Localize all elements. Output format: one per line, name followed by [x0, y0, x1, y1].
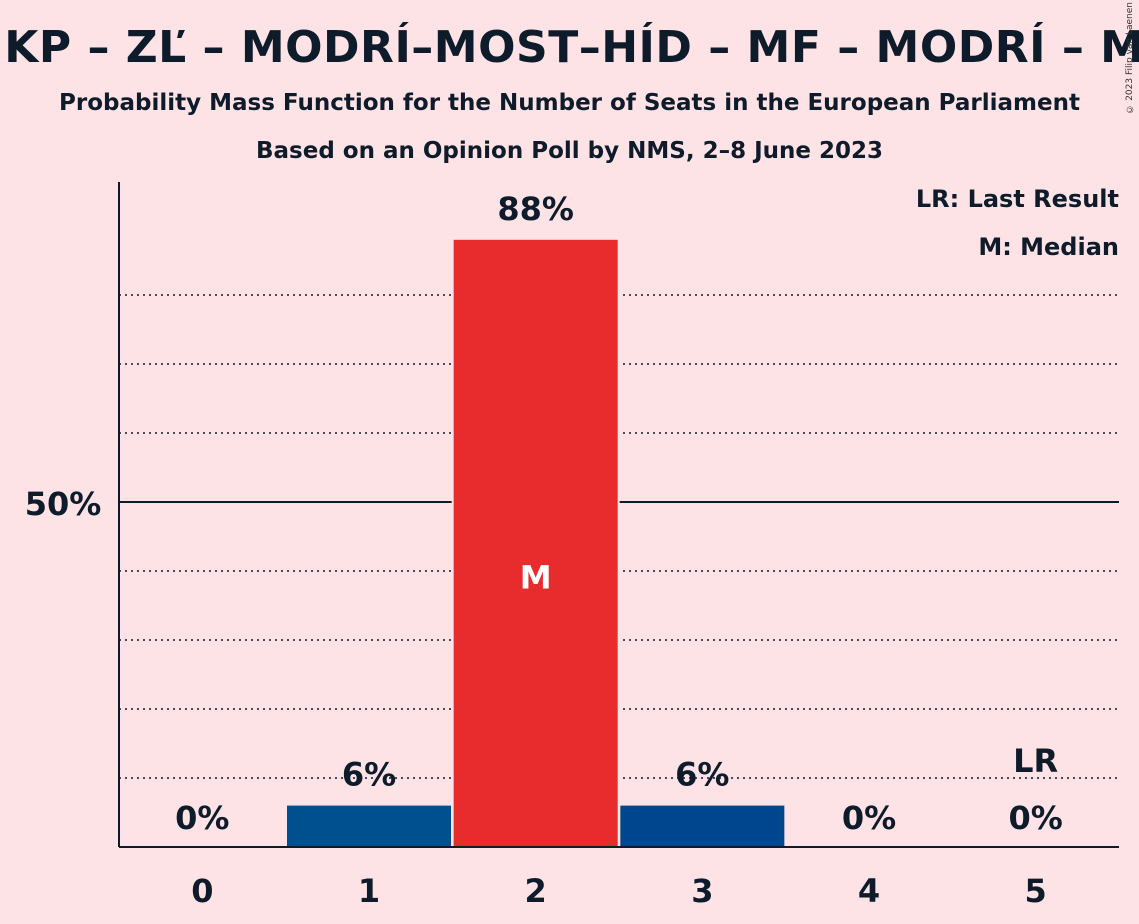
- chart-title: MKP – ZĽ – MODRÍ–MOST–HÍD – MF – MODRÍ –…: [0, 22, 1139, 73]
- legend-last-result: LR: Last Result: [915, 185, 1119, 213]
- x-tick-label-1: 1: [358, 872, 380, 910]
- chart-subtitle: Probability Mass Function for the Number…: [59, 90, 1080, 116]
- value-label-4: 0%: [842, 799, 896, 837]
- last-result-marker: LR: [1013, 742, 1058, 780]
- chart-subtitle-poll: Based on an Opinion Poll by NMS, 2–8 Jun…: [255, 138, 884, 164]
- x-tick-label-4: 4: [858, 872, 880, 910]
- value-label-0: 0%: [175, 799, 229, 837]
- value-label-2: 88%: [497, 190, 574, 228]
- value-label-3: 6%: [675, 756, 729, 794]
- x-tick-label-3: 3: [691, 872, 713, 910]
- bar-1: [287, 805, 451, 847]
- median-marker: M: [520, 558, 552, 596]
- x-tick-label-5: 5: [1025, 872, 1047, 910]
- bar-3: [620, 805, 785, 847]
- value-label-1: 6%: [342, 756, 396, 794]
- x-tick-label-2: 2: [525, 872, 547, 910]
- legend-median: M: Median: [978, 233, 1119, 261]
- value-label-5: 0%: [1009, 799, 1063, 837]
- chart-title-text: MKP – ZĽ – MODRÍ–MOST–HÍD – MF – MODRÍ –…: [0, 22, 1139, 73]
- y-tick-label-50: 50%: [25, 485, 102, 523]
- bar-2: [453, 239, 618, 848]
- x-tick-label-0: 0: [191, 872, 213, 910]
